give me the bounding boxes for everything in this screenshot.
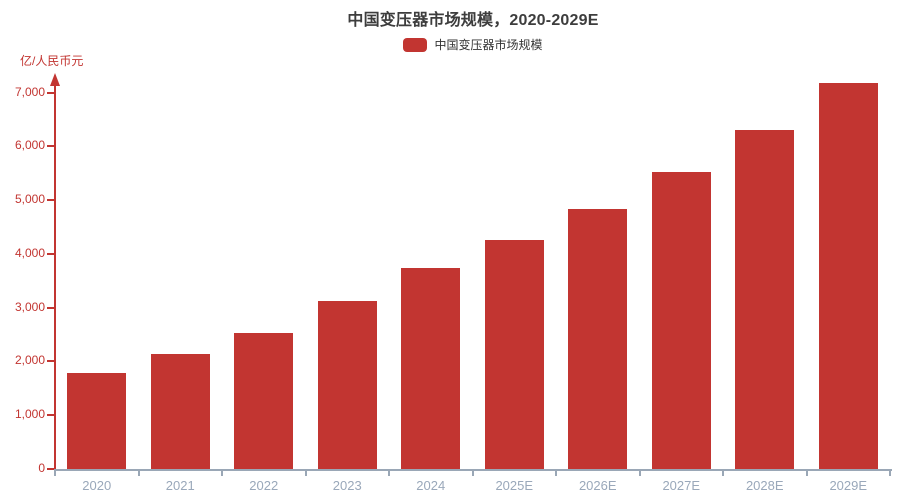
y-axis-tick	[47, 199, 54, 202]
bar-2020[interactable]	[67, 372, 127, 469]
bar-2027E[interactable]	[651, 172, 711, 469]
bar-2021[interactable]	[150, 354, 210, 469]
y-axis-tick	[47, 306, 54, 309]
x-axis-label-2021: 2021	[165, 478, 195, 493]
x-axis-label-2023: 2023	[332, 478, 362, 493]
legend-marker-icon	[403, 37, 428, 52]
y-axis-tick	[47, 91, 54, 94]
x-axis-tick	[221, 470, 223, 476]
bar-2028E[interactable]	[735, 130, 795, 469]
legend-label: 中国变压器市场规模	[434, 38, 543, 52]
x-axis-tick	[722, 470, 724, 476]
x-axis-label-2020: 2020	[82, 478, 112, 493]
bar-2025E[interactable]	[484, 240, 544, 469]
x-axis-tick	[805, 470, 808, 476]
x-axis-tick	[304, 470, 307, 476]
x-axis-label-2027E: 2027E	[662, 478, 701, 493]
y-axis-tick-label: 4,000	[14, 245, 45, 260]
y-axis-tick	[47, 145, 54, 148]
x-axis-tick	[54, 470, 56, 476]
y-axis-arrow-icon	[50, 73, 60, 86]
legend-item[interactable]: 中国变压器市场规模	[48, 36, 898, 53]
x-axis-label-2024: 2024	[416, 478, 446, 493]
x-axis-label-2025E: 2025E	[495, 478, 534, 493]
y-axis-tick-label: 7,000	[14, 84, 45, 99]
bar-2026E[interactable]	[568, 208, 628, 469]
y-axis-tick	[47, 414, 54, 417]
y-axis-tick	[47, 468, 54, 470]
x-axis-label-2029E: 2029E	[829, 478, 868, 493]
bar-2024[interactable]	[401, 268, 461, 469]
x-axis-label-2026E: 2026E	[578, 478, 617, 493]
x-axis-tick	[889, 470, 891, 476]
x-axis-tick	[471, 470, 474, 476]
y-axis-tick	[47, 360, 54, 363]
y-axis-line	[54, 84, 56, 471]
y-axis-tick-label: 3,000	[14, 299, 45, 314]
y-axis-tick-label: 0	[38, 461, 45, 475]
y-axis-tick-label: 1,000	[14, 407, 45, 422]
y-axis-tick-label: 6,000	[14, 138, 45, 153]
x-axis-tick	[388, 470, 390, 476]
x-axis-tick	[137, 470, 140, 476]
x-axis-label-2022: 2022	[249, 478, 279, 493]
x-axis-tick	[638, 470, 641, 476]
y-axis-tick-label: 2,000	[14, 353, 45, 368]
x-axis-label-2028E: 2028E	[745, 478, 784, 493]
x-axis-tick	[555, 470, 557, 476]
bar-2029E[interactable]	[818, 82, 878, 469]
y-axis-unit-label: 亿/人民币元	[20, 54, 84, 68]
bar-2023[interactable]	[317, 300, 377, 469]
bar-2022[interactable]	[234, 333, 294, 469]
chart-title: 中国变压器市场规模，2020-2029E	[347, 12, 599, 29]
y-axis-tick-label: 5,000	[14, 192, 45, 207]
y-axis-tick	[47, 252, 54, 255]
